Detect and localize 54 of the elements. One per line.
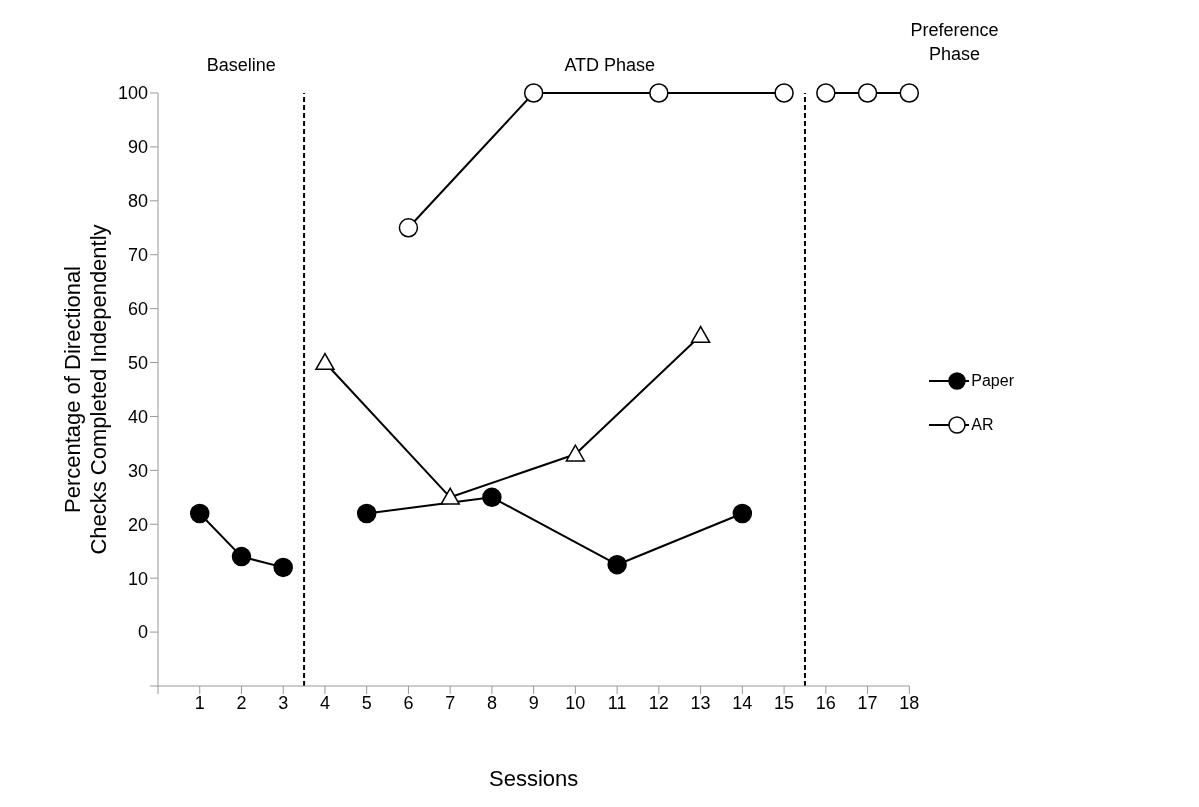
text: Preference Phase: [909, 19, 1000, 66]
x-tick-label: 17: [857, 692, 878, 713]
point: [774, 83, 794, 103]
point: [565, 444, 586, 462]
x-tick-label: 4: [319, 692, 330, 713]
y-tick-label: 50: [127, 352, 148, 373]
x-tick-label: 1: [194, 692, 205, 713]
point: [315, 352, 335, 371]
point: [899, 83, 920, 103]
point: [690, 325, 711, 344]
point: [482, 487, 502, 508]
point: [816, 83, 836, 103]
x-tick-label: 2: [236, 692, 247, 713]
x-tick-label: 5: [361, 692, 372, 713]
x-tick-label: 13: [690, 692, 711, 713]
point: [189, 503, 210, 524]
x-tick-label: 9: [528, 692, 539, 713]
point: [398, 218, 419, 238]
text: Baseline: [205, 54, 277, 77]
x-tick-label: 16: [815, 692, 836, 713]
point: [440, 487, 460, 505]
point: [356, 503, 377, 524]
y-tick-label: 40: [127, 406, 148, 427]
point: [857, 83, 878, 103]
y-tick-label: 90: [127, 137, 148, 158]
legend-label: Paper: [971, 372, 1014, 390]
x-tick-label: 14: [732, 692, 753, 713]
y-axis-title: Percentage of Directional Checks Completed Independently: [60, 224, 111, 555]
x-tick-label: 8: [486, 692, 497, 713]
x-tick-label: 6: [403, 692, 414, 713]
y-tick-label: 80: [127, 191, 148, 212]
point: [523, 83, 544, 103]
x-tick-label: 3: [278, 692, 289, 713]
point: [732, 503, 753, 524]
legend-label: AR: [971, 416, 994, 434]
x-tick-label: 18: [899, 692, 920, 713]
y-tick-label: 70: [127, 245, 148, 266]
x-axis-title: Sessions: [489, 766, 579, 791]
y-tick-label: 60: [127, 299, 148, 320]
point: [649, 83, 669, 103]
x-tick-label: 10: [565, 692, 586, 713]
y-tick-label: 30: [127, 460, 148, 481]
y-tick-label: 10: [127, 568, 148, 589]
text: ATD Phase: [563, 54, 657, 77]
point: [607, 554, 627, 575]
point: [231, 546, 252, 567]
x-tick-label: 15: [774, 692, 795, 713]
y-tick-label: 100: [117, 83, 148, 104]
y-tick-label: 20: [127, 514, 148, 535]
y-tick-label: 0: [137, 622, 148, 643]
point: [273, 557, 293, 578]
x-tick-label: 12: [648, 692, 669, 713]
x-tick-label: 7: [445, 692, 456, 713]
x-tick-label: 11: [607, 692, 627, 713]
